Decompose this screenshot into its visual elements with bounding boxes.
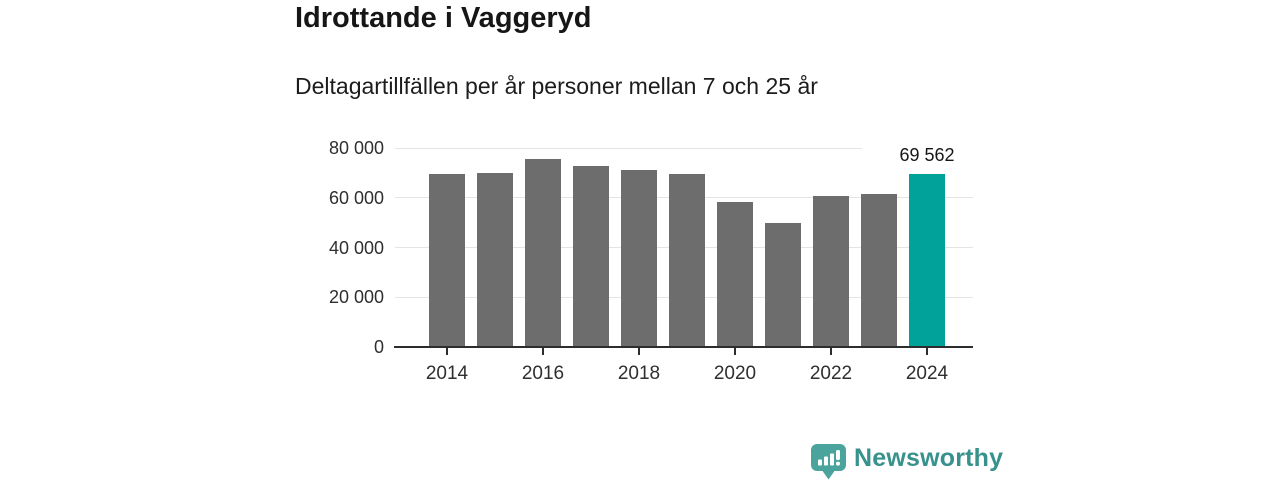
x-tick-2020 — [734, 347, 736, 355]
bar-2017 — [573, 166, 609, 347]
highlight-value-label: 69 562 — [862, 145, 992, 166]
y-axis-label-60000: 60 000 — [328, 187, 384, 208]
newsworthy-speech-bubble-bar-chart-icon — [811, 444, 846, 480]
x-axis-label-2014: 2014 — [425, 363, 469, 384]
x-axis-label-2022: 2022 — [809, 363, 853, 384]
mini-bar-chart-glyph — [818, 450, 840, 466]
x-axis-label-2018: 2018 — [617, 363, 661, 384]
x-tick-2024 — [926, 347, 928, 355]
x-axis-label-2024: 2024 — [905, 363, 949, 384]
chart-subtitle: Deltagartillfällen per år personer mella… — [295, 73, 818, 99]
y-axis-label-20000: 20 000 — [328, 287, 384, 308]
x-axis-label-2016: 2016 — [521, 363, 565, 384]
x-axis-line — [394, 346, 973, 348]
bar-2020 — [717, 201, 753, 347]
bar-2015 — [477, 173, 513, 347]
bar-2019 — [669, 173, 705, 347]
chart-title: Idrottande i Vaggeryd — [295, 2, 592, 34]
x-tick-2022 — [830, 347, 832, 355]
x-tick-2016 — [542, 347, 544, 355]
bar-2022 — [813, 196, 849, 347]
y-axis-label-80000: 80 000 — [328, 138, 384, 158]
bar-chart-plot-area: 2014 2016 2018 2020 2022 2024 69 562 — [394, 145, 992, 384]
bar-2021 — [765, 223, 801, 347]
bar-2023 — [861, 193, 897, 347]
gridline-80000 — [395, 147, 973, 149]
x-axis-label-2020: 2020 — [713, 363, 757, 384]
bar-2024 — [909, 174, 945, 347]
bar-2014 — [429, 173, 465, 347]
y-axis-label-40000: 40 000 — [328, 237, 384, 258]
brand-name: Newsworthy — [854, 444, 1004, 472]
bar-2018 — [621, 169, 657, 347]
x-tick-2014 — [446, 347, 448, 355]
bar-2016 — [525, 159, 561, 347]
newsworthy-brand: Newsworthy — [810, 443, 1003, 480]
y-axis-label-0: 0 — [373, 337, 384, 357]
x-tick-2018 — [638, 347, 640, 355]
